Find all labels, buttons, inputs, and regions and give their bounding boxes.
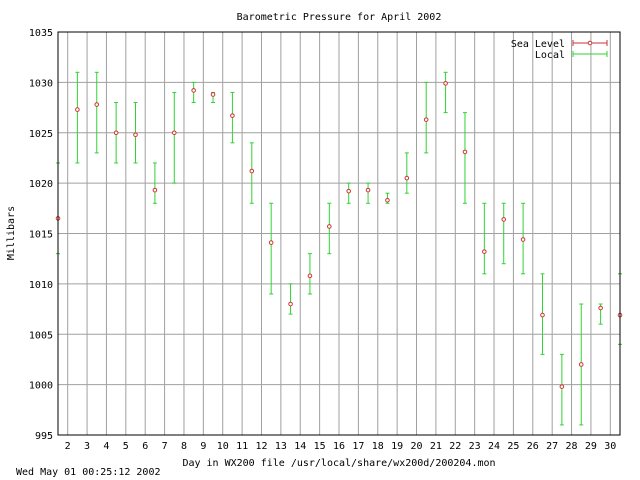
local-range-bar xyxy=(462,112,467,204)
sea-level-point xyxy=(75,107,80,112)
chart-title: Barometric Pressure for April 2002 xyxy=(237,12,442,23)
timestamp-footer: Wed May 01 00:25:12 2002 xyxy=(16,467,161,478)
sea-level-point xyxy=(171,130,177,136)
x-tick-label: 2 xyxy=(65,441,71,452)
x-tick-label: 14 xyxy=(294,441,306,452)
x-tick-label: 29 xyxy=(585,441,597,452)
sea-level-point xyxy=(133,132,138,138)
local-range-bar xyxy=(172,91,177,184)
local-range-bar xyxy=(366,182,371,204)
axis-ticks: 2 3 4 5 6 7 8 9 10 11 12 13 14 15 16 17 18 19 20 21 22 23 24 25… xyxy=(29,28,616,452)
x-tick-label: 6 xyxy=(142,441,148,452)
x-tick-label: 22 xyxy=(449,441,461,452)
sea-level-point xyxy=(152,187,158,193)
sea-level-point xyxy=(288,301,293,307)
x-tick-label: 17 xyxy=(352,441,364,452)
x-tick-label: 23 xyxy=(469,441,481,452)
sea-level-point xyxy=(113,130,119,136)
sea-level-point xyxy=(540,312,545,318)
sea-level-point xyxy=(501,217,507,222)
x-tick-label: 25 xyxy=(507,441,519,452)
local-range-bar xyxy=(152,162,157,204)
legend-label: Local xyxy=(535,50,565,61)
x-tick-label: 26 xyxy=(527,441,539,452)
x-tick-label: 21 xyxy=(430,441,442,452)
sea-level-point xyxy=(559,384,565,389)
x-tick-label: 30 xyxy=(604,441,616,452)
x-tick-label: 3 xyxy=(84,441,90,452)
legend-entry: Local xyxy=(535,50,608,61)
x-tick-label: 13 xyxy=(275,441,287,452)
y-tick-label: 1030 xyxy=(29,78,53,89)
local-range-bar xyxy=(482,202,487,275)
y-tick-label: 1025 xyxy=(29,129,53,140)
sea-level-point xyxy=(443,81,448,86)
local-range-bar xyxy=(559,353,564,426)
plot-frame xyxy=(57,31,621,436)
x-tick-label: 18 xyxy=(372,441,384,452)
sea-level-point xyxy=(346,188,351,194)
sea-level-point xyxy=(365,187,371,193)
x-tick-label: 12 xyxy=(255,441,267,452)
sea-level-point xyxy=(404,175,410,181)
legend-marker xyxy=(587,40,593,46)
x-tick-label: 20 xyxy=(410,441,422,452)
x-tick-label: 24 xyxy=(488,441,500,452)
sea-level-point xyxy=(462,149,468,155)
sea-level-point xyxy=(482,249,487,254)
sea-level-point xyxy=(230,113,235,118)
local-range-bar xyxy=(501,202,506,265)
sea-level-point xyxy=(307,273,313,279)
x-tick-label: 19 xyxy=(391,441,403,452)
grid xyxy=(58,31,620,436)
x-tick-label: 7 xyxy=(162,441,168,452)
sea-level-point xyxy=(210,92,216,97)
x-tick-label: 27 xyxy=(546,441,558,452)
x-tick-label: 4 xyxy=(103,441,109,452)
sea-level-point xyxy=(327,224,332,229)
local-range-bar xyxy=(443,71,448,114)
sea-level-point xyxy=(520,237,526,242)
sea-level-series xyxy=(55,81,623,389)
x-tick-label: 10 xyxy=(217,441,229,452)
sea-level-point xyxy=(249,168,255,174)
sea-level-point xyxy=(385,197,390,203)
local-range-bar xyxy=(404,152,409,194)
sea-level-point xyxy=(578,362,584,367)
legend-entry: Sea Level xyxy=(511,39,608,50)
y-tick-label: 1005 xyxy=(29,330,53,341)
y-tick-label: 1035 xyxy=(29,28,53,39)
y-tick-label: 1015 xyxy=(29,230,53,241)
sea-level-point xyxy=(423,117,429,122)
x-tick-label: 8 xyxy=(181,441,187,452)
x-tick-label: 5 xyxy=(123,441,129,452)
x-tick-label: 15 xyxy=(314,441,326,452)
local-range-bar xyxy=(269,202,274,295)
x-axis-label: Day in WX200 file /usr/local/share/wx200… xyxy=(182,458,495,469)
sea-level-point xyxy=(268,240,274,245)
x-tick-label: 9 xyxy=(200,441,206,452)
legend-label: Sea Level xyxy=(511,39,565,50)
sea-level-point xyxy=(94,102,100,107)
local-range-bar xyxy=(288,283,293,315)
y-tick-label: 995 xyxy=(35,431,53,442)
x-tick-label: 28 xyxy=(566,441,578,452)
y-tick-label: 1000 xyxy=(29,381,53,392)
x-tick-label: 16 xyxy=(333,441,345,452)
sea-level-point xyxy=(191,88,196,93)
sea-level-point xyxy=(598,305,603,311)
x-tick-label: 11 xyxy=(236,441,248,452)
local-range-bar xyxy=(75,71,80,164)
y-tick-label: 1010 xyxy=(29,280,53,291)
y-axis-label: Millibars xyxy=(6,206,17,260)
local-range-bar xyxy=(94,71,99,154)
y-tick-label: 1020 xyxy=(29,179,53,190)
